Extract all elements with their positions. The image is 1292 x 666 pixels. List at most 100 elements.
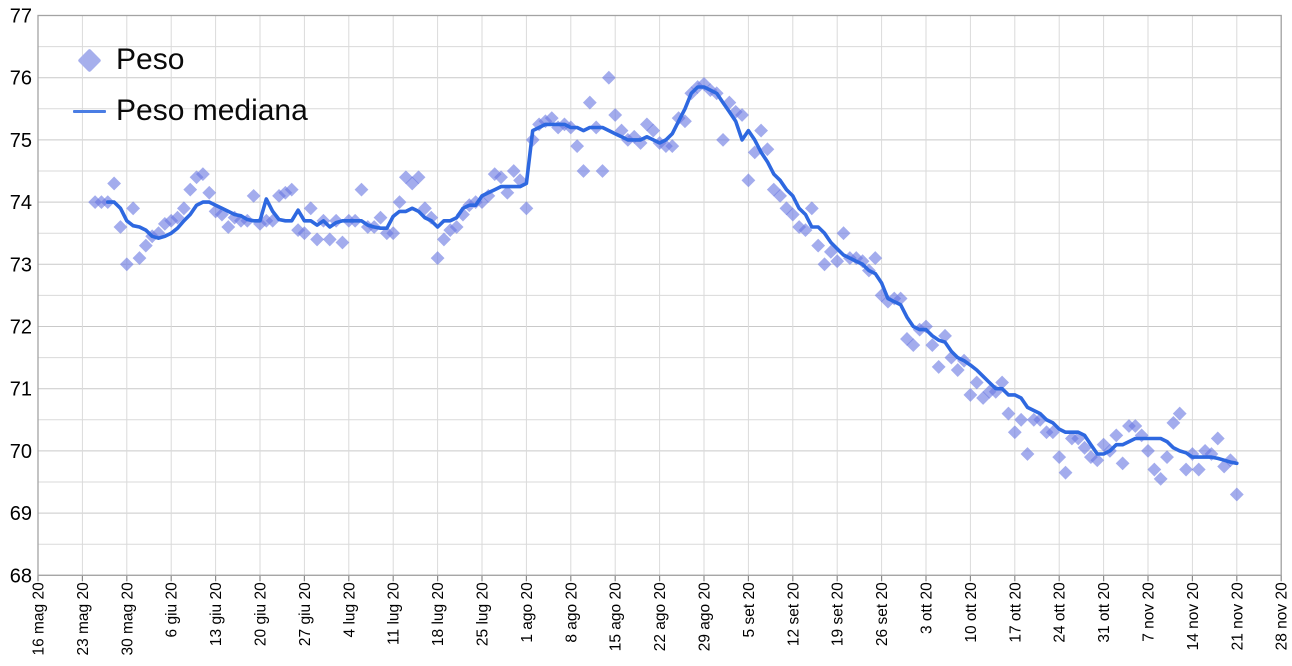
peso-data-point (1191, 462, 1206, 477)
peso-data-point (1109, 428, 1124, 443)
x-tick-label: 15 ago 20 (608, 582, 625, 651)
peso-data-point (253, 216, 267, 231)
legend-label-peso: Peso (116, 43, 185, 76)
peso-data-point (1071, 431, 1086, 446)
peso-data-point (785, 207, 800, 222)
peso-data-point (1166, 416, 1181, 430)
peso-data-point (437, 232, 451, 247)
peso-data-point (392, 195, 407, 209)
peso-data-point (456, 207, 470, 222)
y-tick-label: 77 (10, 6, 32, 28)
y-tick-label: 69 (10, 503, 32, 525)
peso-data-point (868, 251, 883, 265)
peso-data-point (475, 195, 489, 209)
x-tick-label: 5 set 20 (741, 582, 758, 638)
peso-data-point (183, 182, 198, 197)
peso-data-point (988, 384, 1003, 399)
gridlines (37, 14, 1282, 582)
peso-data-point (1172, 406, 1187, 421)
peso-data-point (291, 223, 305, 237)
legend-item-peso: Peso (70, 38, 308, 82)
peso-data-point (798, 223, 813, 237)
peso-data-point (1141, 444, 1155, 458)
peso-data-point (1204, 447, 1219, 461)
peso-mediana-line-marker-icon (73, 109, 106, 113)
peso-data-point (1001, 406, 1016, 421)
legend-item-peso-mediana: Peso mediana (70, 89, 308, 133)
peso-data-point (1033, 412, 1048, 427)
peso-data-point (576, 164, 591, 178)
peso-data-point (1179, 462, 1193, 477)
peso-mediana-line (106, 85, 1239, 466)
y-tick-label: 73 (10, 254, 32, 276)
peso-data-point (1058, 465, 1073, 480)
x-tick-label: 4 lug 20 (341, 582, 358, 638)
x-tick-label: 23 mag 20 (75, 582, 92, 656)
peso-data-point (1210, 431, 1225, 446)
x-tick-label: 8 ago 20 (563, 582, 580, 643)
peso-data-point (627, 129, 642, 144)
peso-data-point (1160, 450, 1174, 465)
peso-data-point (221, 220, 236, 234)
peso-data-point (246, 188, 261, 203)
peso-data-point (176, 201, 191, 216)
peso-data-point (1096, 437, 1111, 452)
y-tick-label: 75 (10, 130, 32, 152)
peso-data-point (804, 201, 819, 216)
peso-data-point (1007, 425, 1022, 440)
peso-data-point (665, 139, 680, 154)
x-tick-label: 30 mag 20 (119, 582, 136, 656)
peso-data-point (760, 142, 775, 157)
peso-data-point (443, 223, 458, 237)
peso-data-point (1077, 440, 1092, 455)
peso-data-point (151, 226, 166, 241)
peso-data-point (107, 176, 122, 191)
peso-data-point (931, 360, 946, 374)
scatter-series-peso (88, 70, 1244, 502)
y-tick-label: 71 (10, 379, 32, 401)
x-tick-label: 3 ott 20 (919, 582, 936, 634)
peso-data-point (855, 254, 870, 269)
peso-data-point (906, 338, 921, 353)
y-tick-label: 76 (10, 68, 32, 90)
peso-data-point (570, 139, 585, 154)
peso-data-point (1128, 419, 1143, 433)
peso-data-point (189, 170, 204, 185)
x-tick-label: 17 ott 20 (1007, 582, 1024, 643)
peso-data-point (595, 164, 610, 178)
peso-data-point (164, 213, 179, 228)
peso-data-point (373, 210, 388, 225)
peso-data-point (773, 188, 788, 203)
x-tick-label: 12 set 20 (785, 582, 802, 646)
peso-data-point (284, 182, 299, 197)
peso-data-point (582, 95, 597, 110)
peso-data-point (754, 123, 768, 138)
x-tick-label: 22 ago 20 (652, 582, 669, 651)
peso-data-point (919, 319, 933, 334)
peso-data-point (119, 257, 134, 272)
peso-data-point (430, 251, 445, 265)
peso-data-point (716, 133, 730, 147)
peso-data-point (297, 226, 312, 241)
legend: Peso Peso mediana (70, 38, 308, 133)
peso-data-point (519, 201, 534, 216)
legend-icon-box (70, 47, 114, 73)
x-tick-label: 25 lug 20 (475, 582, 492, 646)
peso-data-point (1185, 447, 1200, 461)
x-tick-label: 16 mag 20 (31, 582, 48, 656)
peso-data-point (354, 182, 369, 197)
peso-data-point (950, 363, 965, 377)
y-tick-label: 74 (10, 192, 32, 214)
peso-data-point (1052, 450, 1067, 465)
x-tick-label: 7 nov 20 (1141, 582, 1158, 642)
x-tick-label: 28 nov 20 (1274, 582, 1291, 650)
y-axis-labels: 77 76 75 74 73 72 71 70 69 68 (10, 6, 32, 588)
x-tick-label: 11 lug 20 (386, 582, 403, 645)
plot-border (37, 14, 1282, 576)
peso-data-point (424, 210, 439, 225)
x-tick-label: 27 giu 20 (297, 582, 314, 646)
peso-data-point (1020, 447, 1035, 461)
x-tick-label: 26 set 20 (874, 582, 891, 646)
